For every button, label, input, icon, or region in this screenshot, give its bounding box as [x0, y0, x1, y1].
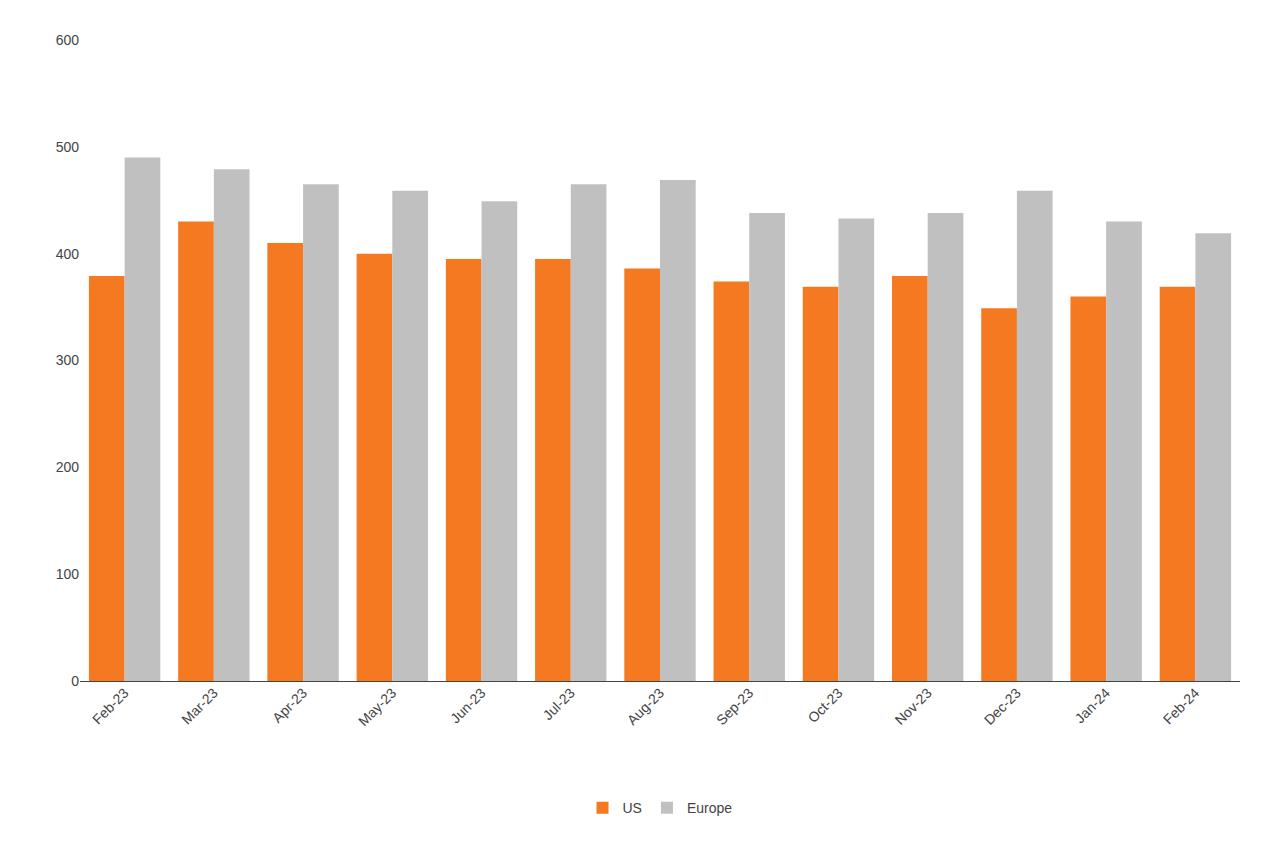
svg-text:Mar-23: Mar-23	[178, 685, 221, 728]
svg-text:Jan-24: Jan-24	[1072, 685, 1114, 727]
svg-text:400: 400	[56, 246, 80, 262]
svg-text:200: 200	[56, 459, 80, 475]
svg-text:US: US	[623, 800, 642, 816]
svg-text:Aug-23: Aug-23	[624, 685, 667, 728]
svg-text:Apr-23: Apr-23	[269, 685, 310, 726]
svg-text:Dec-23: Dec-23	[981, 685, 1024, 728]
svg-text:600: 600	[56, 32, 80, 48]
svg-text:Europe: Europe	[687, 800, 732, 816]
svg-text:500: 500	[56, 139, 80, 155]
svg-text:0: 0	[71, 673, 79, 689]
svg-text:Feb-24: Feb-24	[1160, 685, 1203, 728]
svg-text:Sep-23: Sep-23	[713, 685, 756, 728]
svg-text:Jul-23: Jul-23	[540, 685, 578, 723]
svg-text:Jun-23: Jun-23	[447, 685, 489, 727]
svg-text:May-23: May-23	[355, 685, 399, 729]
svg-text:Oct-23: Oct-23	[805, 685, 846, 726]
svg-text:300: 300	[56, 352, 80, 368]
svg-text:Feb-23: Feb-23	[89, 685, 132, 728]
svg-text:100: 100	[56, 566, 80, 582]
svg-text:Nov-23: Nov-23	[892, 685, 935, 728]
